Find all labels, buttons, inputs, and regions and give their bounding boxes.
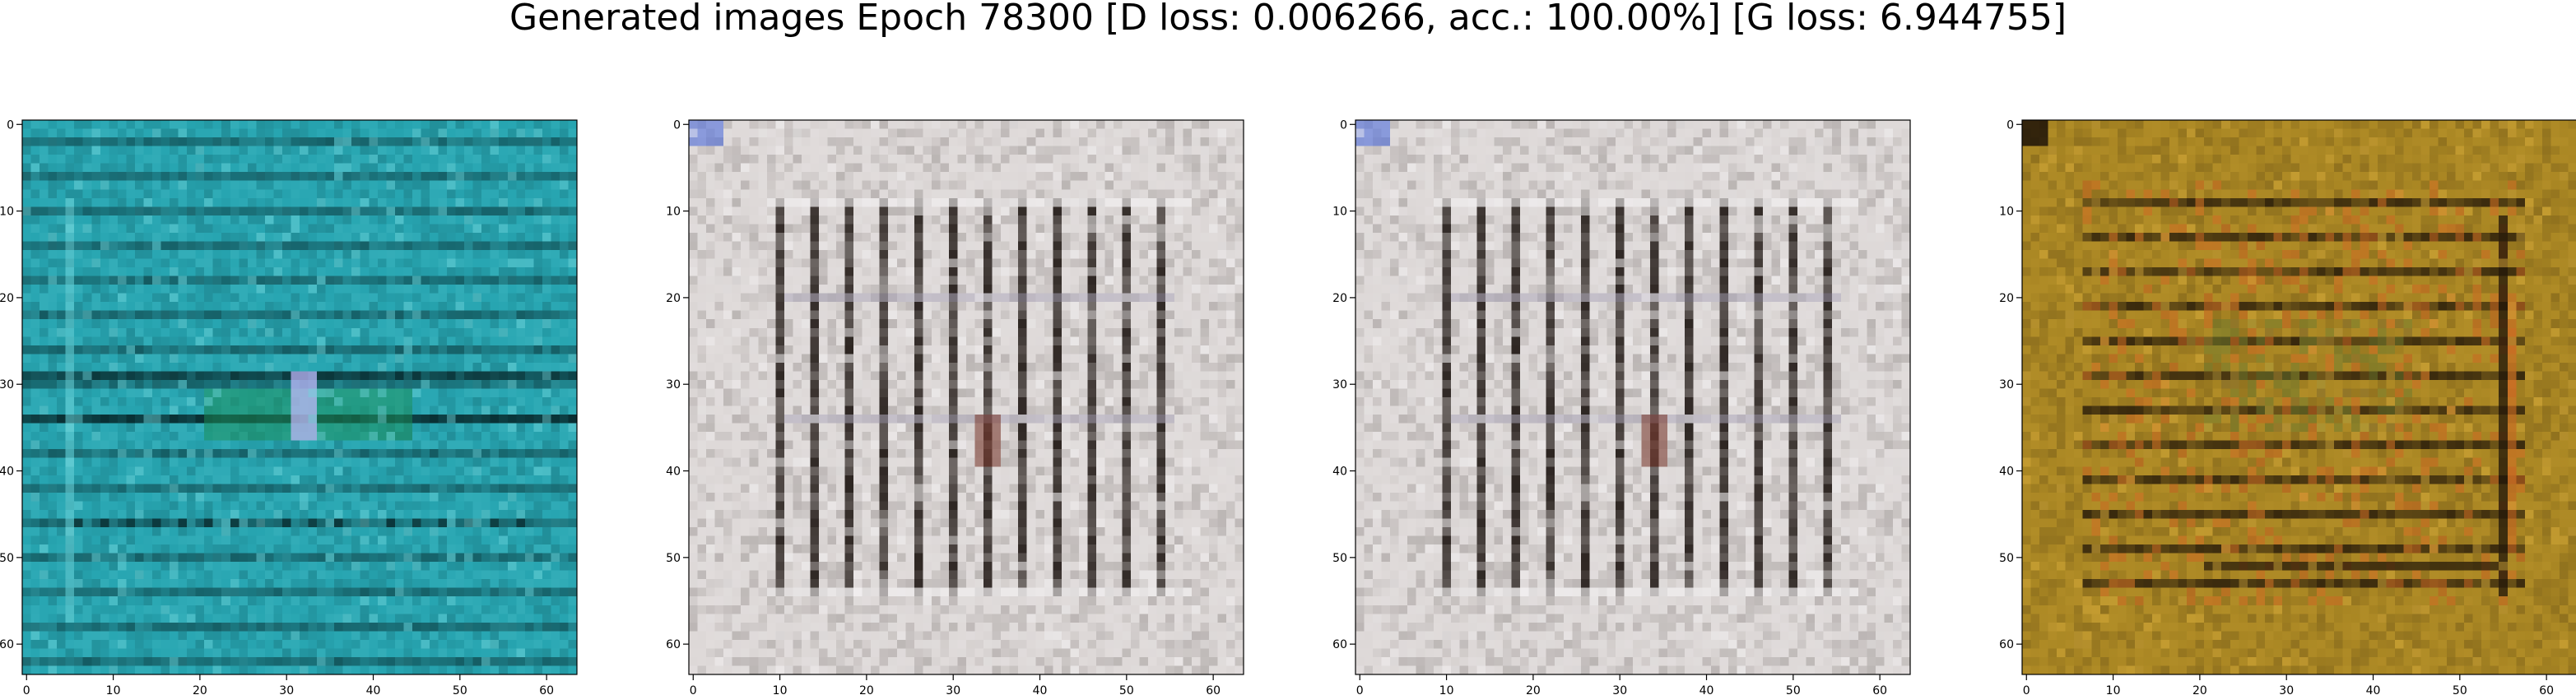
x-tick-label: 20: [193, 684, 207, 695]
subplot-2: 0 10 20 30 40 50 60 0 10 20 30 40 50 60: [666, 118, 1244, 695]
y-tick-label: 40: [1999, 466, 2014, 479]
y-tick-label: 50: [666, 552, 681, 565]
y-tick-label: 60: [1999, 638, 2014, 651]
y-tick-label: 20: [0, 292, 14, 305]
y-tick-label: 60: [1332, 638, 1347, 651]
x-tick-label: 50: [2453, 684, 2467, 695]
x-tick-label: 30: [2279, 684, 2294, 695]
x-tick-label: 40: [1700, 684, 1714, 695]
x-tick-label: 40: [1033, 684, 1048, 695]
y-tick-label: 10: [1999, 206, 2014, 219]
y-tick-label: 50: [1332, 552, 1347, 565]
generated-image-3: [1355, 120, 1911, 675]
y-tick-label: 0: [2006, 118, 2014, 132]
x-tick-label: 0: [1356, 684, 1364, 695]
y-tick-label: 10: [666, 206, 681, 219]
y-tick-label: 30: [1332, 378, 1347, 392]
y-tick-label: 0: [7, 118, 14, 132]
y-tick-label: 20: [1999, 292, 2014, 305]
y-tick-label: 30: [666, 378, 681, 392]
y-tick-label: 40: [666, 466, 681, 479]
generated-image-1: [22, 120, 578, 675]
x-tick-label: 10: [773, 684, 788, 695]
x-tick-label: 10: [106, 684, 121, 695]
subplot-4: 0 10 20 30 40 50 60 0 10 20 30 40 50 60: [1999, 118, 2576, 695]
x-tick-label: 20: [1526, 684, 1541, 695]
y-tick-label: 60: [666, 638, 681, 651]
x-tick-label: 50: [1786, 684, 1801, 695]
x-tick-label: 0: [23, 684, 30, 695]
x-tick-label: 30: [946, 684, 960, 695]
generated-image-4: [2022, 120, 2576, 675]
y-tick-label: 40: [0, 466, 14, 479]
x-tick-label: 60: [2539, 684, 2554, 695]
x-tick-label: 10: [2106, 684, 2121, 695]
x-tick-label: 30: [279, 684, 294, 695]
x-tick-label: 50: [1119, 684, 1134, 695]
x-tick-label: 20: [859, 684, 874, 695]
x-tick-label: 50: [453, 684, 467, 695]
y-tick-label: 40: [1332, 466, 1347, 479]
x-tick-label: 40: [2366, 684, 2381, 695]
y-tick-label: 20: [1332, 292, 1347, 305]
x-tick-label: 40: [366, 684, 381, 695]
y-tick-label: 10: [0, 206, 14, 219]
x-tick-label: 0: [2023, 684, 2030, 695]
y-tick-label: 0: [673, 118, 681, 132]
x-tick-label: 30: [1612, 684, 1627, 695]
x-tick-label: 20: [2192, 684, 2207, 695]
y-tick-label: 20: [666, 292, 681, 305]
subplot-1: 0 10 20 30 40 50 60 0 10 20 30 40 50 60: [0, 118, 578, 695]
generated-image-2: [689, 120, 1244, 675]
y-tick-label: 50: [0, 552, 14, 565]
x-tick-label: 60: [1872, 684, 1887, 695]
subplot-3: 0 10 20 30 40 50 60 0 10 20 30 40 50 60: [1332, 118, 1910, 695]
y-tick-label: 30: [0, 378, 14, 392]
y-tick-label: 30: [1999, 378, 2014, 392]
y-tick-label: 60: [0, 638, 14, 651]
x-tick-label: 0: [690, 684, 697, 695]
y-tick-label: 10: [1332, 206, 1347, 219]
y-tick-label: 50: [1999, 552, 2014, 565]
x-tick-label: 60: [539, 684, 554, 695]
x-tick-label: 10: [1439, 684, 1454, 695]
y-tick-label: 0: [1340, 118, 1347, 132]
x-tick-label: 60: [1206, 684, 1221, 695]
